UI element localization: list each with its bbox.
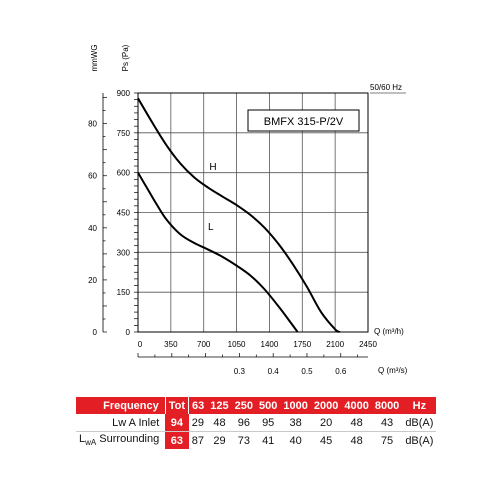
y-unit-left: mmWG xyxy=(90,44,99,71)
x-tick-label-m3s: 0.4 xyxy=(268,367,280,376)
y-tick-label-mmwg: 40 xyxy=(88,224,97,233)
chart-grid xyxy=(138,93,368,332)
x-tick-label-m3h: 0 xyxy=(138,340,143,349)
band-header: 125 xyxy=(207,397,232,414)
x-tick-label-m3h: 1050 xyxy=(228,340,246,349)
band-value: 73 xyxy=(237,434,250,447)
x-tick-label-m3h: 700 xyxy=(197,340,211,349)
x-tick-label-m3h: 350 xyxy=(164,340,178,349)
band-value: 20 xyxy=(310,414,342,432)
x-unit-top: Q (m³/h) xyxy=(374,327,404,336)
row-label: LwA Surrounding xyxy=(76,432,165,450)
y-tick-label-pa: 900 xyxy=(117,89,131,98)
noise-table-header-row: Frequency Tot 63 125 250 500 1000 2000 4… xyxy=(76,397,437,414)
band-header: 1000 xyxy=(280,397,311,414)
band-value: 87 xyxy=(191,434,205,447)
x-tick-label-m3s: 0.3 xyxy=(234,367,246,376)
tot-header: Tot xyxy=(164,397,190,414)
band-value: 43 xyxy=(371,414,403,432)
y-tick-label-mmwg: 80 xyxy=(88,120,97,129)
band-header: 250 xyxy=(231,397,257,414)
chart-labels: H L BMFX 315-P/2V 50/60 Hz mmWG Ps (Pa) Q (m³/… xyxy=(90,44,408,375)
band-value: 48 xyxy=(341,414,372,432)
band-value: 29 xyxy=(188,414,208,432)
band-header: 500 xyxy=(256,397,281,414)
y-tick-label-pa: 600 xyxy=(117,169,131,178)
unit-header: Hz xyxy=(402,397,437,414)
model-label: BMFX 315-P/2V xyxy=(264,116,344,128)
noise-table: Frequency Tot 63 125 250 500 1000 2000 4… xyxy=(76,397,437,450)
y-tick-label-pa: 450 xyxy=(117,209,131,218)
tot-value: 94 xyxy=(165,414,189,432)
y-tick-label-pa: 750 xyxy=(117,129,131,138)
band-header: 8000 xyxy=(371,397,403,414)
chart-curves xyxy=(137,97,341,333)
curve-h xyxy=(137,97,341,333)
y-tick-label-pa: 300 xyxy=(117,248,131,257)
band-value: 95 xyxy=(256,414,281,432)
y-tick-label-pa: 150 xyxy=(117,288,131,297)
band-value: 96 xyxy=(231,414,257,432)
x-tick-label-m3s: 0.5 xyxy=(301,367,313,376)
band-value: 38 xyxy=(280,414,311,432)
x-tick-label-m3h: 1400 xyxy=(261,340,279,349)
band-value: 48 xyxy=(350,434,363,447)
band-value: 40 xyxy=(289,434,302,447)
row-unit: dB(A) xyxy=(405,434,434,447)
band-value: 29 xyxy=(213,434,226,447)
chart-ticks: 0 350 700 1050 1400 1750 2100 24500150300450600… xyxy=(88,89,377,376)
tot-value: 63 xyxy=(165,431,189,449)
noise-table-row: LwA Surrounding 63 87 29 73 41 40 45 48 … xyxy=(76,431,436,450)
band-header: 63 xyxy=(188,397,208,414)
band-value: 48 xyxy=(207,414,232,432)
curve-label-l: L xyxy=(208,222,214,233)
performance-chart: 0 350 700 1050 1400 1750 2100 24500150300450600… xyxy=(88,44,408,376)
x-tick-label-m3h: 2450 xyxy=(359,340,377,349)
row-label: Lw A Inlet xyxy=(76,414,166,432)
model-label-box xyxy=(247,109,360,132)
band-header: 4000 xyxy=(341,397,372,414)
y-tick-label-mmwg: 20 xyxy=(88,276,97,285)
y-tick-label-mmwg: 60 xyxy=(88,172,97,181)
row-label-subscript: wA xyxy=(85,438,97,448)
curve-l xyxy=(137,172,299,333)
band-header: 2000 xyxy=(310,397,342,414)
x-tick-label-m3s: 0.6 xyxy=(335,367,347,376)
noise-table-row: Lw A Inlet 94 29 48 96 95 38 20 48 43 dB… xyxy=(76,414,437,432)
frequency-header: Frequency xyxy=(76,397,166,414)
x-tick-label-m3h: 2100 xyxy=(326,340,344,349)
curve-label-h: H xyxy=(209,162,216,173)
band-value: 41 xyxy=(262,434,275,447)
frequency-label: 50/60 Hz xyxy=(370,83,402,92)
row-label-rest: Surrounding xyxy=(96,433,160,446)
band-value: 75 xyxy=(380,434,394,447)
y-tick-label-pa: 0 xyxy=(126,328,131,337)
band-value: 45 xyxy=(319,434,333,447)
x-unit-bottom: Q (m³/s) xyxy=(378,366,408,375)
y-unit-right: Ps (Pa) xyxy=(121,44,130,71)
row-label-main: L xyxy=(79,433,86,446)
x-tick-label-m3h: 1750 xyxy=(293,340,311,349)
y-tick-label-mmwg: 0 xyxy=(93,328,98,337)
row-unit: dB(A) xyxy=(402,414,437,432)
